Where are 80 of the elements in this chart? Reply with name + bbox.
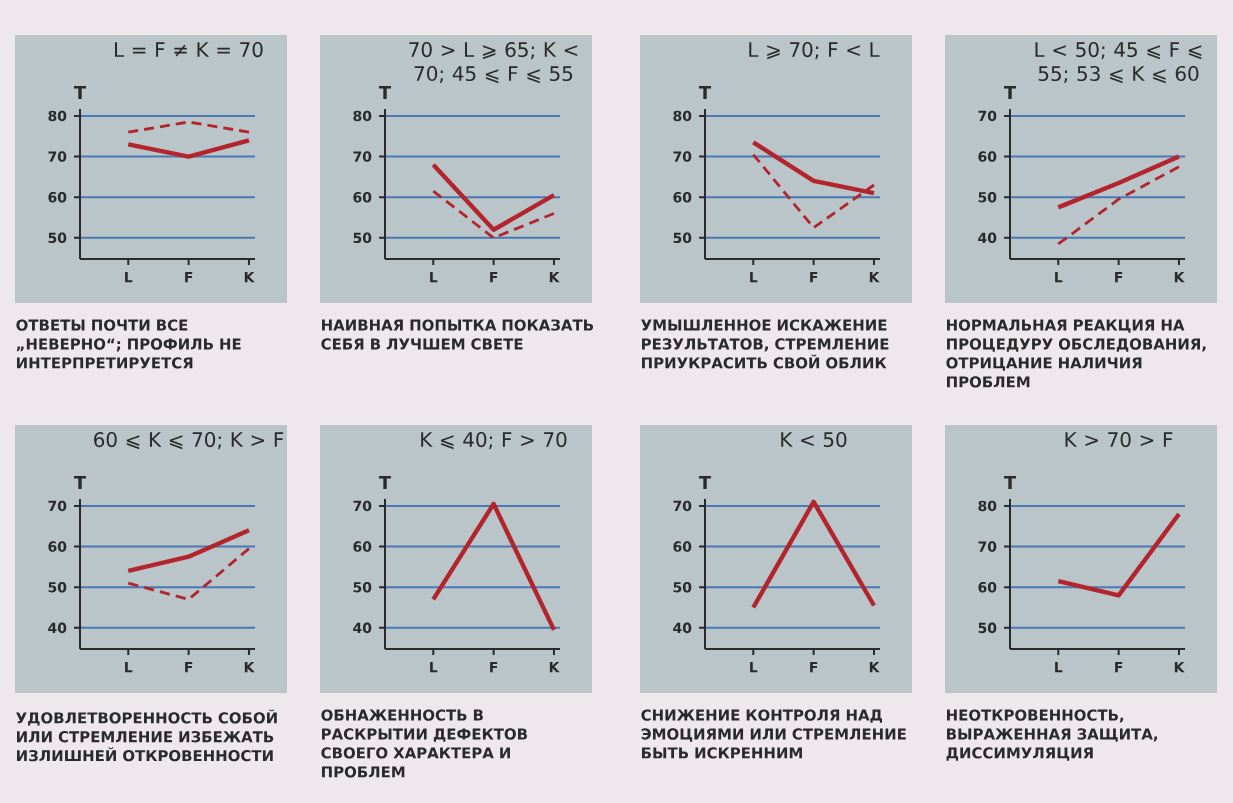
x-tick-label: L [1055,662,1063,673]
y-tick-label: 80 [48,110,67,122]
y-tick-label: 50 [978,622,997,634]
x-tick-label: L [125,662,133,673]
y-axis-title: T [698,475,712,489]
y-axis-title: T [1003,85,1017,99]
x-tick-label: K [1174,662,1185,673]
chart-title: K < 50 [781,432,847,448]
x-tick-label: K [549,272,560,283]
text: УДОВЛЕТВОРЕННОСТЬ СОБОЙ ИЛИ СТРЕМЛЕНИЕ ИЗБЕЖАТЬ ИЗЛИШНЕЙ ОТКРОВЕННОСТИ [16,709,277,762]
y-axis-title: T [698,85,712,99]
y-tick-label: 60 [673,541,692,552]
x-tick-label: L [430,662,438,673]
x-tick-label: K [549,662,560,673]
x-tick-label: K [1174,272,1185,283]
y-tick-label: 50 [673,581,692,593]
y-tick-label: 50 [978,191,997,203]
y-tick-label: 50 [48,581,67,593]
chart-title: 70 > L ⩾ 65; K < 70; 45 ⩽ F ⩽ 55 [409,42,578,84]
chart-title: L < 50; 45 ⩽ F ⩽ 55; 53 ⩽ K ⩽ 60 [1035,42,1202,84]
x-tick-label: L [125,272,133,283]
y-axis-title: T [73,475,87,489]
y-tick-label: 50 [353,232,372,244]
x-tick-label: F [810,662,818,673]
chart-title: 60 ⩽ K ⩽ 70; K > F [94,432,284,450]
x-tick-label: F [185,662,193,673]
text: УМЫШЛЕННОЕ ИСКАЖЕНИЕ РЕЗУЛЬТАТОВ, СТРЕМЛЕНИЕ ПРИУКРАСИТЬ СВОЙ ОБЛИК [641,319,889,369]
x-tick-label: F [490,662,498,673]
x-tick-label: F [1115,662,1123,673]
x-tick-label: F [185,272,193,283]
y-tick-label: 60 [673,191,692,203]
y-tick-label: 40 [673,622,692,634]
y-tick-label: 50 [673,232,692,244]
y-tick-label: 70 [673,151,692,162]
y-tick-label: 70 [353,500,372,512]
y-tick-label: 80 [978,500,997,512]
chart-title: K ⩽ 40; F > 70 [421,432,567,450]
y-tick-label: 70 [353,151,372,162]
y-tick-label: 60 [48,541,67,552]
chart-title: L = F ≠ K = 70 [115,42,263,58]
x-tick-label: K [869,662,880,673]
chart-title: L ⩾ 70; F < L [749,42,880,60]
y-tick-label: 60 [353,541,372,552]
x-tick-label: K [244,272,255,283]
x-tick-label: L [430,272,438,283]
y-tick-label: 60 [978,151,997,162]
y-tick-label: 70 [48,500,67,512]
y-tick-label: 40 [353,622,372,634]
text: ОТВЕТЫ ПОЧТИ ВСЕ „НЕВЕРНО“; ПРОФИЛЬ НЕ ИНТЕРПРЕТИРУЕТСЯ [16,319,241,369]
y-tick-label: 40 [48,622,67,634]
y-tick-label: 60 [978,581,997,593]
y-tick-label: 80 [353,110,372,122]
y-tick-label: 70 [673,500,692,512]
x-tick-label: F [810,272,818,283]
text: НОРМАЛЬНАЯ РЕАКЦИЯ НА ПРОЦЕДУРУ ОБСЛЕДОВАНИЯ, ОТРИЦАНИЕ НАЛИЧИЯ ПРОБЛЕМ [946,319,1206,388]
y-tick-label: 80 [673,110,692,122]
y-tick-label: 60 [353,191,372,203]
y-axis-title: T [1003,475,1017,489]
y-axis-title: T [73,85,87,99]
y-tick-label: 60 [48,191,67,203]
x-tick-label: L [750,272,758,283]
y-tick-label: 50 [48,232,67,244]
chart-title: K > 70 > F [1065,432,1173,448]
x-tick-label: F [1115,272,1123,283]
y-tick-label: 50 [353,581,372,593]
text: ОБНАЖЕННОСТЬ В РАСКРЫТИИ ДЕФЕКТОВ СВОЕГО ХАРАКТЕРА И ПРОБЛЕМ [321,709,527,778]
y-tick-label: 70 [978,541,997,552]
text: НАИВНАЯ ПОПЫТКА ПОКАЗАТЬ СЕБЯ В ЛУЧШЕМ СВЕТЕ [321,319,594,350]
text: НЕОТКРОВЕННОСТЬ, ВЫРАЖЕННАЯ ЗАЩИТА, ДИССИМУЛЯЦИЯ [946,709,1158,761]
y-tick-label: 70 [48,151,67,162]
x-tick-label: K [869,272,880,283]
x-tick-label: L [750,662,758,673]
x-tick-label: K [244,662,255,673]
y-axis-title: T [378,85,392,99]
text: СНИЖЕНИЕ КОНТРОЛЯ НАД ЭМОЦИЯМИ ИЛИ СТРЕМЛЕНИЕ БЫТЬ ИСКРЕННИМ [641,709,906,759]
x-tick-label: F [490,272,498,283]
y-tick-label: 40 [978,232,997,244]
y-axis-title: T [378,475,392,489]
x-tick-label: L [1055,272,1063,283]
y-tick-label: 70 [978,110,997,122]
